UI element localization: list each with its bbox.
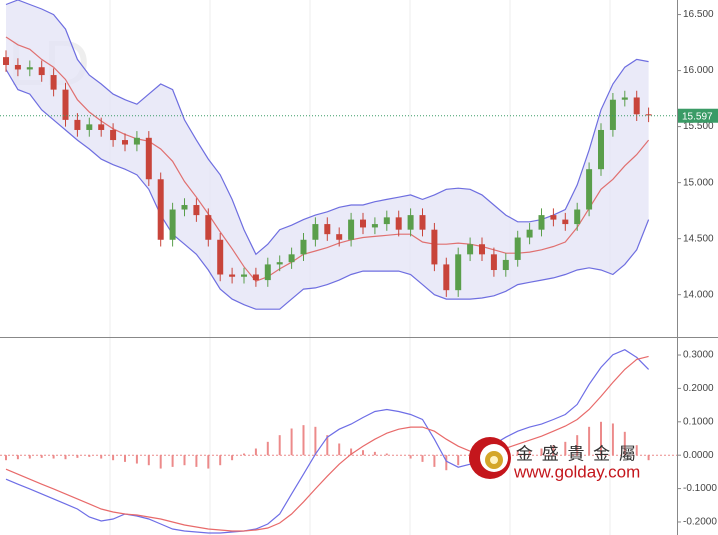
candle-body <box>205 215 212 240</box>
y-tick-label: 16.000 <box>683 65 714 76</box>
candle-body <box>538 215 545 230</box>
candle-body <box>621 97 628 100</box>
band-fill <box>6 0 649 310</box>
candle-body <box>479 244 485 255</box>
y-tick-label: 0.1000 <box>683 416 714 427</box>
candle-body <box>336 234 343 240</box>
y-tick-label: 14.000 <box>683 289 714 300</box>
candle-body <box>383 217 390 225</box>
candle-body <box>133 137 140 145</box>
candle-body <box>38 67 45 76</box>
candle-body <box>360 219 366 228</box>
y-tick-label: 15.500 <box>683 121 714 132</box>
candle-body <box>74 119 81 130</box>
candle-body <box>502 259 509 271</box>
watermark-url: www.golday.com <box>513 462 640 481</box>
candle-body <box>371 224 378 228</box>
y-tick-label: -0.2000 <box>683 517 717 528</box>
y-tick-label: -0.1000 <box>683 483 717 494</box>
macd-line <box>5 355 649 532</box>
plot-area <box>0 0 677 534</box>
y-tick-label: 0.0000 <box>683 450 714 461</box>
last-price-box <box>678 108 718 123</box>
candle-body <box>217 239 224 275</box>
candle-body <box>264 264 271 281</box>
candle-body <box>407 215 414 230</box>
candle-body <box>181 205 188 210</box>
last-price-label: 15.597 <box>682 111 713 122</box>
candle-body <box>14 64 21 70</box>
candle-body <box>145 137 152 180</box>
y-tick-label: 16.500 <box>683 9 714 20</box>
candle-body <box>490 254 497 271</box>
candle-body <box>288 254 295 263</box>
candle-body <box>431 229 438 265</box>
watermark-logo <box>469 437 511 479</box>
candle-body <box>193 205 200 216</box>
candle-body <box>348 219 355 240</box>
candle-body <box>98 124 105 130</box>
candle-body <box>229 274 236 277</box>
candle-body <box>276 262 283 265</box>
candle-body <box>514 237 521 260</box>
candle-body <box>645 114 652 116</box>
candle-body <box>241 274 247 277</box>
candle-body <box>26 67 33 70</box>
candle-body <box>312 224 319 240</box>
candle-body <box>455 254 462 291</box>
candle-body <box>122 140 128 145</box>
candle-body <box>526 229 533 238</box>
candle-body <box>598 129 604 170</box>
candle-body <box>3 57 9 65</box>
y-tick-label: 15.000 <box>683 177 714 188</box>
macd-line <box>5 349 650 534</box>
y-tick-label: 0.2000 <box>683 383 714 394</box>
candle-body <box>252 274 259 281</box>
candle-body <box>443 264 450 291</box>
watermark-brand: 金 盛 貴 金 屬 <box>516 444 638 463</box>
candle-body <box>169 209 176 240</box>
candle-body <box>562 219 569 225</box>
logo-shine <box>490 456 498 464</box>
candle-body <box>419 215 426 230</box>
candle-body <box>467 244 474 255</box>
candle-body <box>395 217 402 230</box>
candle-body <box>110 129 117 141</box>
candle-body <box>609 99 616 130</box>
candle-body <box>324 224 331 235</box>
candle-body <box>633 97 640 115</box>
candle-body <box>574 209 581 225</box>
candle-body <box>586 169 593 210</box>
band-line <box>5 69 650 310</box>
candle-body <box>86 124 93 130</box>
y-tick-label: 14.500 <box>683 233 714 244</box>
candle-body <box>62 89 69 120</box>
candle-body <box>300 239 307 255</box>
y-tick-label: 0.3000 <box>683 350 714 361</box>
candle-body <box>550 215 557 220</box>
candle-body <box>50 75 57 90</box>
candle-body <box>157 179 164 240</box>
